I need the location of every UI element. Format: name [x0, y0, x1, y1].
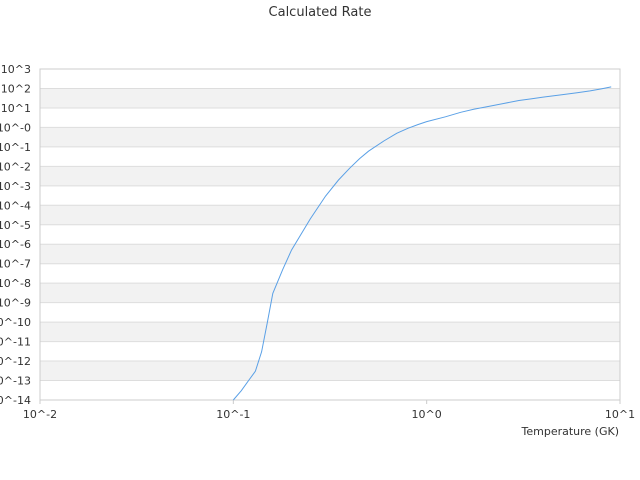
y-tick-label: 10^-11 — [0, 336, 31, 349]
y-tick-label: 10^-10 — [0, 316, 31, 329]
grid-band — [40, 88, 620, 108]
gridlines — [40, 68, 620, 401]
x-tick-label: 10^-1 — [216, 408, 250, 421]
x-axis-ticks: 10^-2 10^-1 10^0 10^1 — [23, 400, 635, 421]
y-tick-label: 10^2 — [1, 82, 31, 95]
grid-band — [40, 127, 620, 147]
grid-bands — [40, 88, 620, 381]
grid-band — [40, 322, 620, 342]
y-tick-label: 10^3 — [1, 63, 31, 76]
y-tick-label: 10^-14 — [0, 394, 31, 407]
x-axis-title: Temperature (GK) — [521, 425, 620, 438]
y-tick-label: 10^-13 — [0, 375, 31, 388]
y-tick-label: 10^1 — [1, 102, 31, 115]
chart-title: Calculated Rate — [269, 5, 372, 20]
grid-band — [40, 166, 620, 186]
grid-band — [40, 205, 620, 225]
y-tick-label: 10^-2 — [0, 160, 31, 173]
grid-band — [40, 283, 620, 303]
y-tick-label: 10^-5 — [0, 219, 31, 232]
grid-band — [40, 244, 620, 264]
x-tick-label: 10^0 — [412, 408, 442, 421]
y-tick-label: 10^-12 — [0, 355, 31, 368]
x-tick-label: 10^-2 — [23, 408, 57, 421]
y-tick-label: 10^-6 — [0, 238, 31, 251]
y-tick-label: 10^-8 — [0, 277, 31, 290]
x-tick-label: 10^1 — [605, 408, 635, 421]
y-tick-label: 10^-4 — [0, 199, 31, 212]
series-group — [232, 86, 612, 401]
y-tick-label: 10^-9 — [0, 297, 31, 310]
y-tick-label: 10^-7 — [0, 258, 31, 271]
y-axis-ticks: 10^3 10^2 10^1 10^-0 10^-1 10^-2 10^-3 10^-4 10^… — [0, 63, 31, 407]
grid-band — [40, 361, 620, 381]
y-tick-label: 10^-1 — [0, 141, 31, 154]
y-tick-label: 10^-3 — [0, 180, 31, 193]
y-tick-label: 10^-0 — [0, 121, 31, 134]
series-line — [232, 86, 612, 401]
plot-frame — [39, 68, 621, 401]
